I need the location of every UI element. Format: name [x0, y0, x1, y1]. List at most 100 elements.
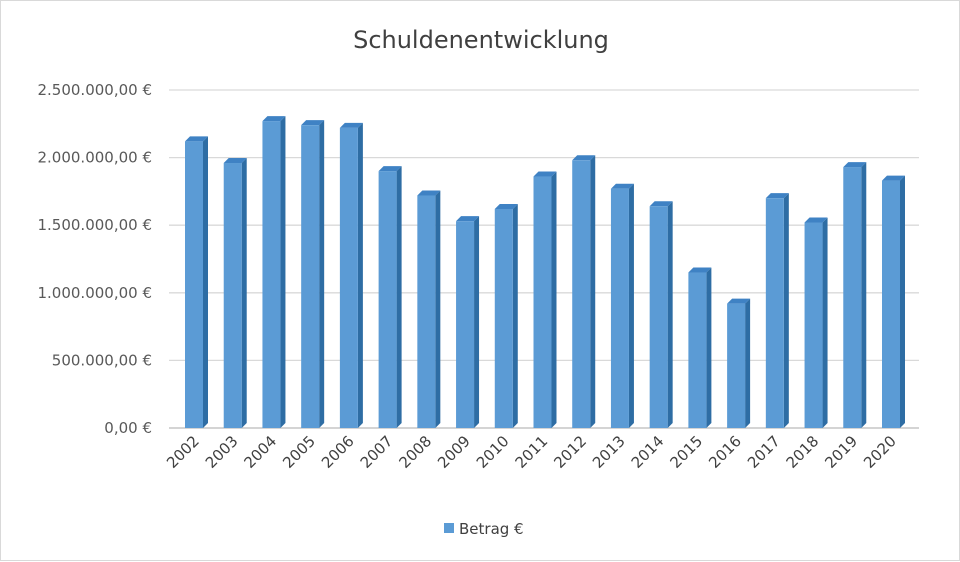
x-tick-label: 2015 [666, 432, 706, 472]
x-tick-label: 2006 [318, 432, 358, 472]
x-tick-label: 2002 [163, 432, 203, 472]
y-tick-label: 500.000,00 € [52, 351, 152, 369]
y-tick-label: 2.500.000,00 € [37, 81, 152, 99]
bar-top [727, 298, 751, 304]
bar-2010 [494, 203, 518, 428]
bar-top [804, 217, 828, 223]
bar-front [688, 272, 707, 428]
legend: Betrag € [444, 520, 524, 538]
bar-top [610, 183, 634, 189]
x-tick-label: 2004 [241, 432, 281, 472]
bar-2017 [765, 193, 789, 428]
legend-label: Betrag € [459, 520, 524, 538]
bar-top [533, 171, 557, 177]
bar-top [456, 216, 480, 222]
bar-front [223, 163, 242, 428]
bar-side [590, 155, 596, 428]
bar-top [223, 158, 247, 164]
bar-front [494, 208, 513, 428]
bar-side [745, 298, 751, 428]
bar-front [417, 195, 436, 428]
bar-2005 [301, 120, 325, 428]
bar-front [456, 221, 475, 428]
x-tick-label: 2013 [589, 432, 629, 472]
bar-front [533, 176, 552, 428]
bar-2003 [223, 158, 247, 428]
bar-top [494, 203, 518, 209]
x-tick-label: 2009 [434, 432, 474, 472]
x-tick-label: 2008 [395, 432, 435, 472]
x-tick-label: 2010 [473, 432, 513, 472]
bar-front [727, 303, 746, 428]
bar-side [319, 120, 325, 428]
bar-2016 [727, 298, 751, 428]
bar-front [804, 222, 823, 428]
bar-front [339, 127, 358, 428]
x-tick-label: 2018 [783, 432, 823, 472]
bar-2014 [649, 201, 673, 428]
bar-top [765, 193, 789, 199]
bar-2007 [378, 166, 402, 428]
bar-2018 [804, 217, 828, 428]
bar-top [572, 155, 596, 161]
x-tick-label: 2005 [279, 432, 319, 472]
y-tick-label: 0,00 € [104, 419, 152, 437]
bar-side [551, 171, 557, 428]
bar-2013 [610, 183, 634, 428]
bar-top [417, 190, 441, 196]
bar-2009 [456, 216, 480, 428]
bar-side [396, 166, 402, 428]
bar-top [688, 267, 712, 273]
y-tick-label: 1.500.000,00 € [37, 216, 152, 234]
x-tick-label: 2007 [357, 432, 397, 472]
x-tick-label: 2003 [202, 432, 242, 472]
x-tick-label: 2020 [860, 432, 900, 472]
bar-front [843, 167, 862, 428]
x-axis-labels: 2002200320042005200620072008200920102011… [163, 432, 900, 472]
bar-2015 [688, 267, 712, 428]
x-tick-label: 2016 [705, 432, 745, 472]
x-tick-label: 2011 [512, 432, 552, 472]
legend-swatch [444, 523, 454, 533]
bar-top [843, 162, 867, 168]
bar-side [435, 190, 441, 428]
bar-2019 [843, 162, 867, 428]
bar-front [572, 160, 591, 428]
bar-front [301, 125, 320, 428]
bars [185, 116, 905, 428]
x-tick-label: 2019 [821, 432, 861, 472]
x-tick-label: 2017 [744, 432, 784, 472]
bar-2002 [185, 136, 208, 428]
bar-side [706, 267, 712, 428]
bar-top [301, 120, 325, 126]
bar-top [262, 116, 286, 122]
bar-side [203, 136, 208, 428]
bar-front [378, 171, 397, 428]
bar-front [185, 141, 203, 428]
bar-front [262, 121, 281, 428]
bar-side [474, 216, 480, 428]
bar-side [512, 203, 518, 428]
chart-title: Schuldenentwicklung [353, 26, 609, 54]
bar-2008 [417, 190, 441, 428]
y-tick-label: 1.000.000,00 € [37, 284, 152, 302]
bar-2020 [882, 175, 905, 428]
bar-top [882, 175, 905, 181]
bar-2004 [262, 116, 286, 428]
bar-2011 [533, 171, 557, 428]
bar-side [357, 122, 363, 428]
x-tick-label: 2012 [550, 432, 590, 472]
x-tick-label: 2014 [628, 432, 668, 472]
bar-front [882, 180, 900, 428]
bar-2012 [572, 155, 596, 428]
bar-front [649, 206, 668, 428]
bar-front [610, 188, 629, 428]
bar-side [783, 193, 789, 428]
bar-side [900, 175, 905, 428]
bar-top [649, 201, 673, 207]
bar-2006 [339, 122, 363, 428]
y-tick-label: 2.000.000,00 € [37, 149, 152, 167]
bar-side [667, 201, 673, 428]
